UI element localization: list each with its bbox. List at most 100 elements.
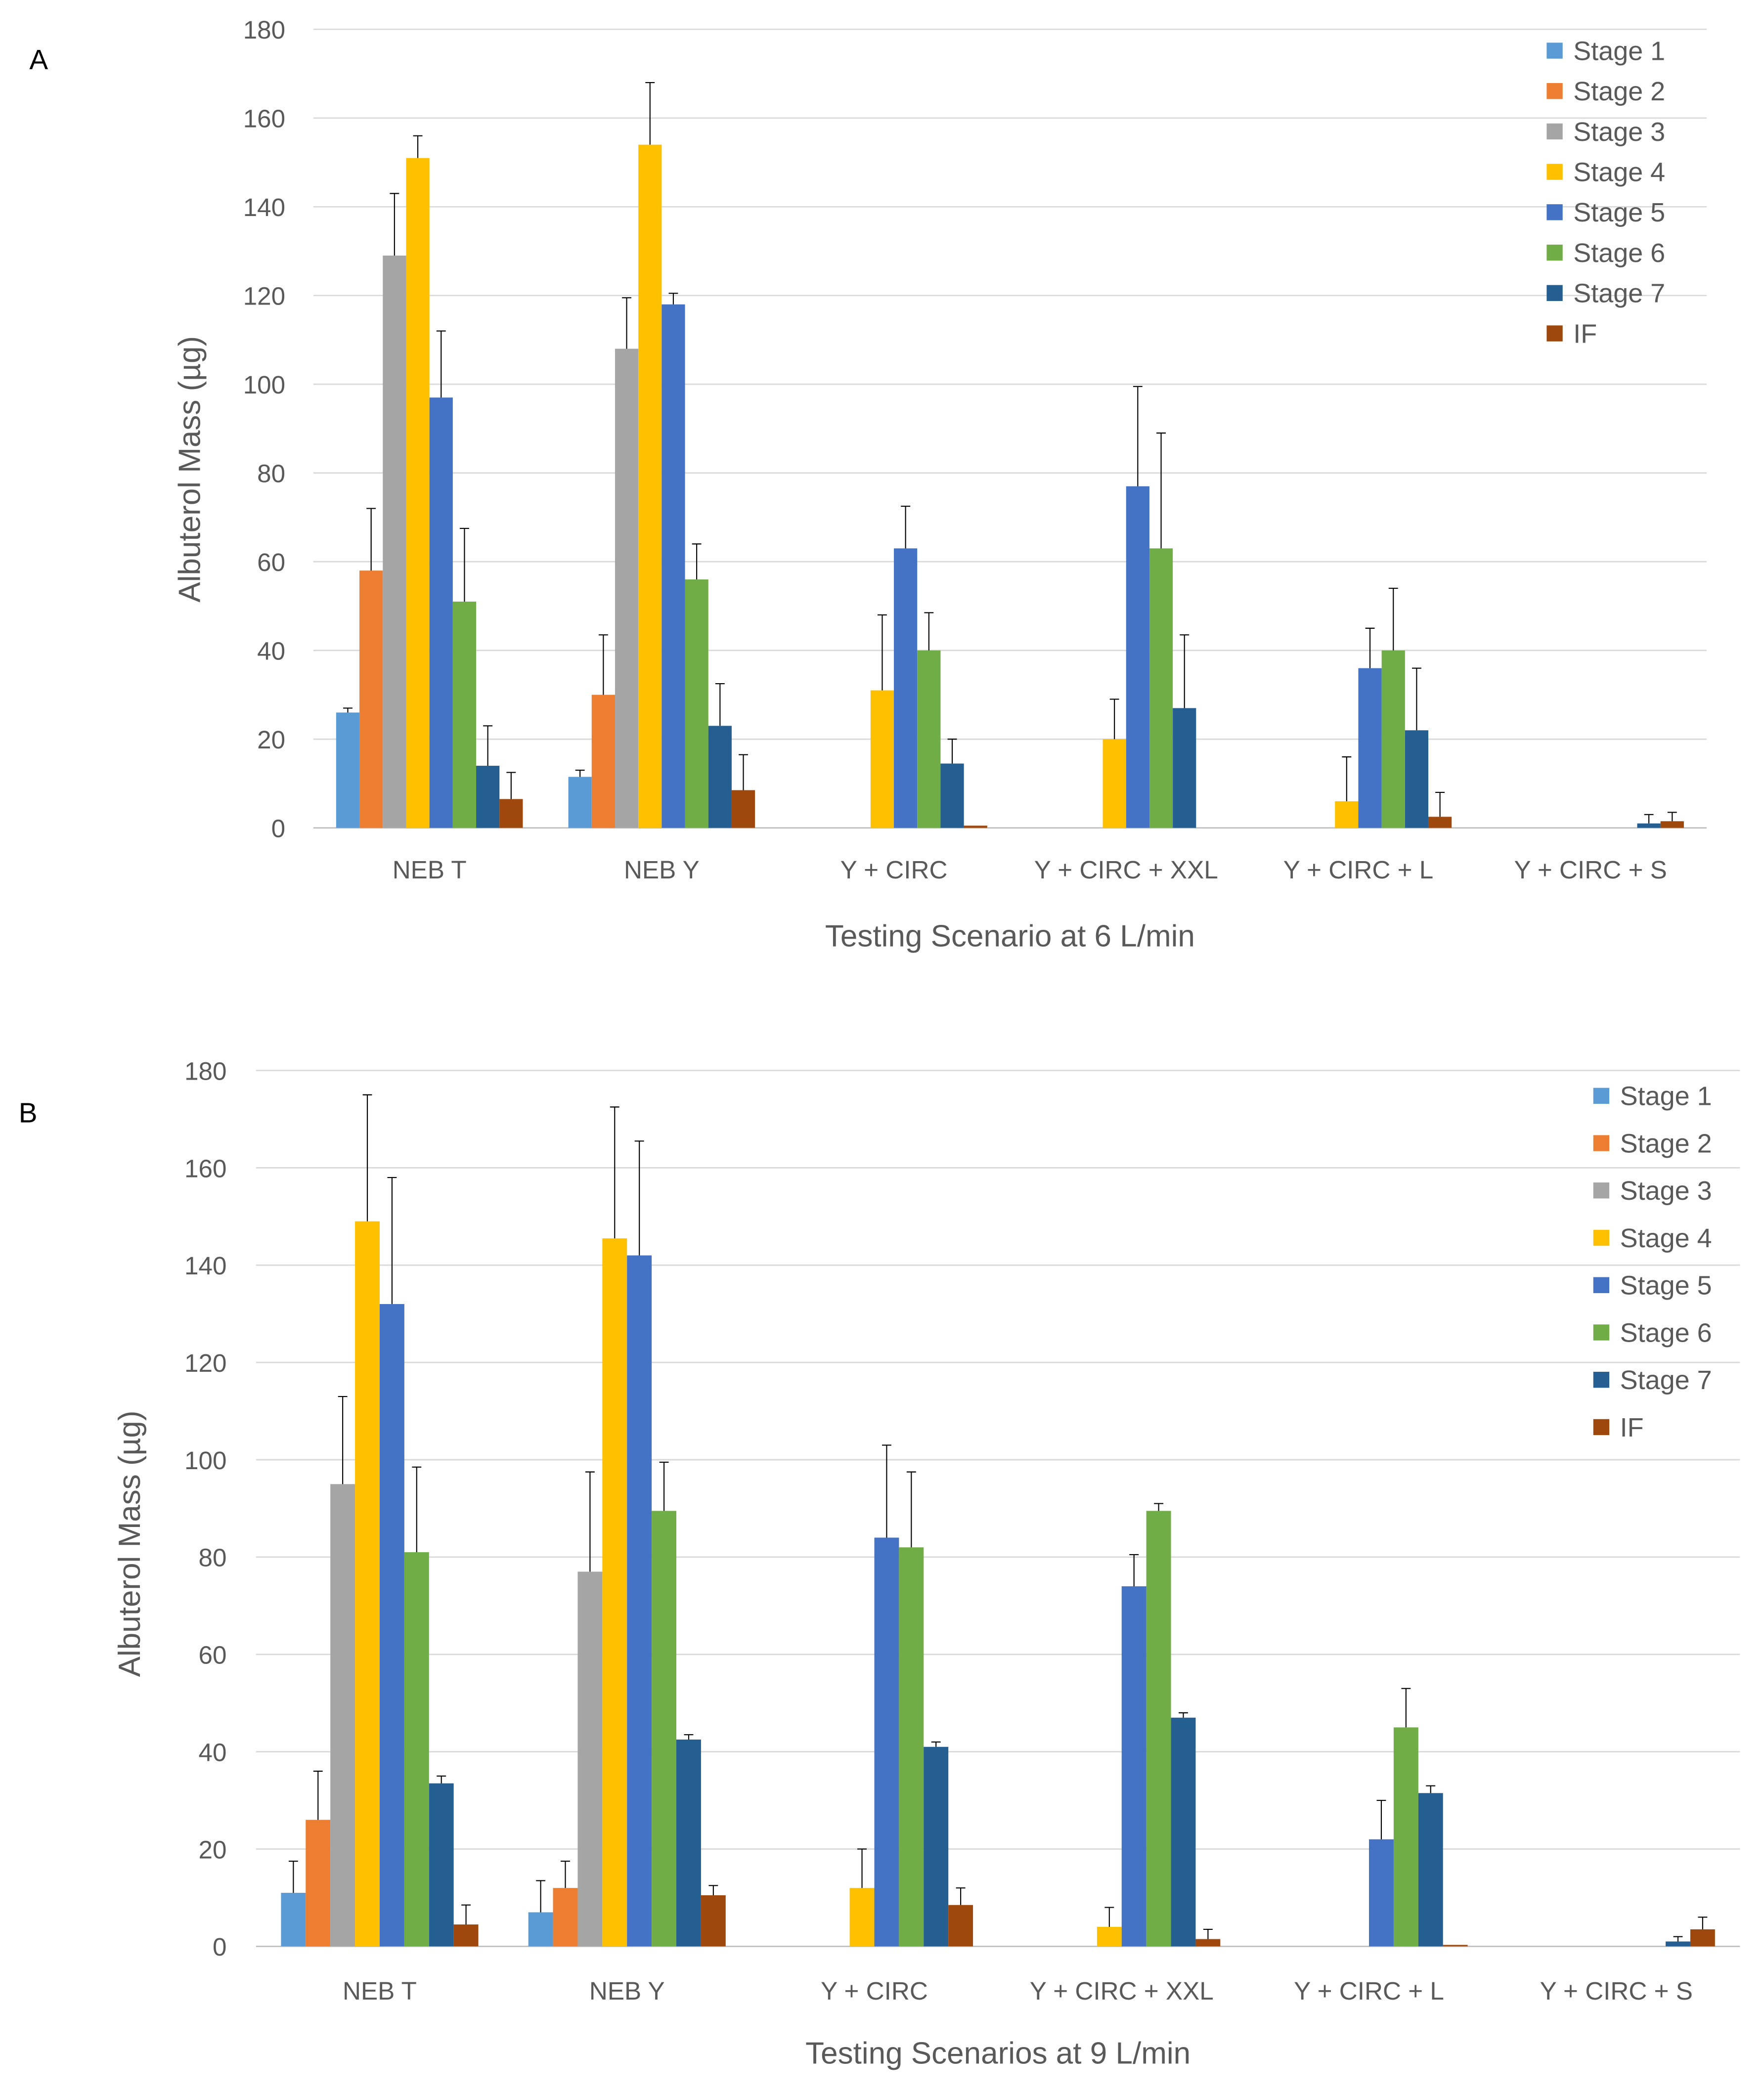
y-tick-label: 0	[271, 815, 286, 843]
bar-stage-2	[553, 1888, 578, 1947]
bar-stage-3	[615, 349, 639, 828]
bar-stage-6	[404, 1552, 429, 1947]
chart-b: 0 20 40 60 80 100 120 140 160 180 NEB T NEB Y Y + CI…	[113, 1057, 1740, 2071]
bar-stage-6	[1381, 650, 1405, 828]
bar-stage-5	[662, 304, 685, 828]
legend-label: IF	[1573, 319, 1597, 349]
bar-stage-2	[306, 1820, 331, 1947]
legend-label: Stage 2	[1573, 77, 1665, 106]
legend-swatch	[1593, 1135, 1610, 1151]
legend-label: Stage 2	[1620, 1129, 1712, 1158]
bar-stage-7	[429, 1783, 454, 1947]
legend-label: IF	[1620, 1413, 1644, 1442]
legend-label: Stage 6	[1620, 1318, 1712, 1348]
bar-stage-6	[899, 1547, 924, 1947]
x-tick-label: Y + CIRC	[840, 856, 948, 884]
bar-stage-1	[568, 777, 592, 828]
bar-stage-4	[849, 1888, 875, 1947]
bar-stage-6	[1146, 1511, 1171, 1947]
legend-swatch	[1593, 1088, 1610, 1104]
legend-swatch	[1546, 204, 1563, 220]
legend-swatch	[1593, 1277, 1610, 1293]
legend-label: Stage 4	[1573, 157, 1665, 187]
chart-a: 0 20 40 60 80 100 120 140 160 180 NEB T NEB Y Y + CI…	[173, 16, 1707, 954]
bar-if	[948, 1905, 973, 1947]
y-tick-label: 180	[243, 16, 285, 44]
bar-if	[1690, 1929, 1715, 1947]
bar-stage-7	[708, 726, 732, 828]
x-tick-label: Y + CIRC + S	[1514, 856, 1667, 884]
x-tick-label: NEB Y	[624, 856, 700, 884]
legend-swatch	[1593, 1324, 1610, 1341]
legend-label: Stage 1	[1573, 36, 1665, 66]
legend-label: Stage 3	[1620, 1176, 1712, 1206]
bar-if	[1428, 817, 1452, 828]
bar-stage-6	[452, 602, 477, 828]
y-tick-label: 40	[257, 637, 285, 665]
bar-stage-5	[1121, 1586, 1147, 1947]
y-tick-label: 100	[243, 371, 285, 399]
bar-stage-7	[1637, 823, 1661, 828]
bar-stage-4	[355, 1221, 380, 1947]
bar-stage-3	[330, 1484, 355, 1947]
bar-stage-7	[1173, 708, 1196, 828]
bar-stage-4	[870, 690, 894, 828]
y-tick-label: 0	[213, 1933, 227, 1961]
legend-label: Stage 7	[1573, 279, 1665, 308]
bar-stage-5	[429, 397, 453, 828]
y-axis-title: Albuterol Mass (µg)	[113, 1410, 147, 1677]
bar-stage-6	[1393, 1727, 1418, 1947]
y-tick-label: 140	[243, 193, 285, 221]
bar-stage-7	[676, 1740, 701, 1947]
x-tick-label: Y + CIRC + XXL	[1030, 1977, 1214, 2005]
bar-stage-7	[1405, 730, 1429, 828]
x-tick-label: Y + CIRC	[821, 1977, 928, 2005]
bar-stage-4	[1102, 739, 1126, 828]
legend-swatch	[1546, 325, 1563, 342]
bar-stage-6	[1149, 548, 1173, 828]
bar-stage-1	[281, 1893, 306, 1947]
bar-stage-1	[528, 1912, 553, 1947]
y-tick-label: 80	[257, 460, 285, 488]
bar-stage-1	[336, 712, 360, 828]
y-tick-label: 60	[257, 548, 285, 576]
legend-swatch	[1546, 83, 1563, 99]
bar-stage-7	[1171, 1717, 1196, 1947]
bar-stage-2	[359, 570, 383, 828]
panel-label-a: A	[29, 44, 48, 76]
bar-stage-6	[917, 650, 941, 828]
legend-label: Stage 3	[1573, 117, 1665, 147]
legend-label: Stage 5	[1573, 198, 1665, 227]
bar-if	[1660, 821, 1684, 828]
y-tick-label: 120	[243, 282, 285, 310]
bar-stage-6	[652, 1511, 677, 1947]
bar-if	[964, 826, 987, 828]
bar-stage-4	[406, 158, 430, 828]
bar-stage-7	[1418, 1793, 1443, 1947]
y-tick-label: 140	[184, 1252, 226, 1280]
bar-stage-3	[577, 1571, 603, 1947]
bar-stage-2	[591, 695, 615, 828]
legend-swatch	[1593, 1229, 1610, 1246]
y-tick-label: 100	[184, 1446, 226, 1475]
legend-swatch	[1593, 1372, 1610, 1388]
y-tick-label: 160	[184, 1154, 226, 1182]
x-tick-label: NEB T	[393, 856, 467, 884]
x-axis-title: Testing Scenario at 6 L/min	[825, 919, 1195, 954]
bar-stage-4	[638, 144, 662, 828]
y-tick-label: 180	[184, 1057, 226, 1085]
legend-swatch	[1546, 43, 1563, 59]
bar-stage-7	[476, 766, 500, 828]
bar-if	[1195, 1939, 1221, 1947]
legend-label: Stage 6	[1573, 238, 1665, 268]
bar-stage-3	[383, 256, 406, 828]
bar-stage-5	[627, 1255, 652, 1947]
bar-stage-6	[685, 579, 708, 828]
bar-stage-5	[894, 548, 918, 828]
legend-swatch	[1546, 123, 1563, 140]
bar-stage-4	[1097, 1926, 1122, 1947]
legend-swatch	[1546, 164, 1563, 180]
x-tick-label: Y + CIRC + XXL	[1034, 856, 1218, 884]
bar-stage-7	[1666, 1941, 1690, 1947]
bar-stage-7	[924, 1746, 949, 1947]
